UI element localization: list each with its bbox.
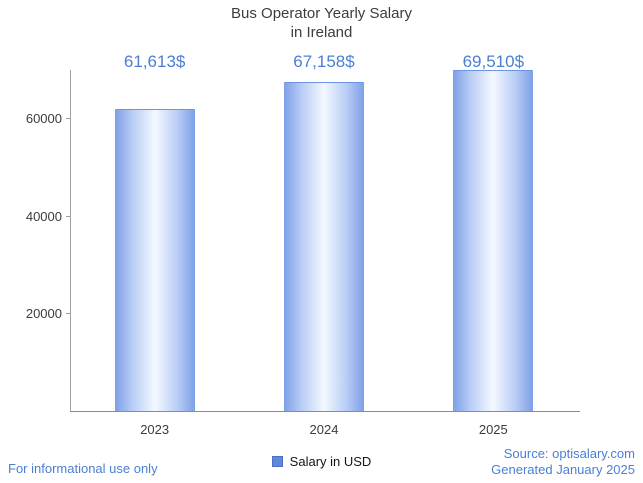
y-tick-label: 60000 bbox=[25, 110, 62, 126]
disclaimer-text: For informational use only bbox=[8, 461, 158, 476]
plot-area: 20000 40000 60000 61,613$ 2023 67,158$ 2024 69… bbox=[26, 50, 580, 437]
chart-title: Bus Operator Yearly Salary in Ireland bbox=[0, 5, 643, 43]
y-tick-mark bbox=[66, 215, 70, 217]
bar-column: 67,158$ 2024 bbox=[283, 50, 364, 437]
source-text: Source: optisalary.com bbox=[503, 445, 635, 461]
y-tick-label: 40000 bbox=[25, 208, 62, 224]
x-axis-label: 2023 bbox=[140, 422, 170, 437]
chart-title-line1: Bus Operator Yearly Salary bbox=[231, 5, 412, 22]
bar-value-label: 61,613$ bbox=[123, 52, 186, 71]
bar bbox=[114, 109, 195, 411]
bars-container: 61,613$ 2023 67,158$ 2024 69,510$ 2025 bbox=[70, 50, 578, 437]
legend-swatch-icon bbox=[271, 456, 283, 467]
y-tick-mark bbox=[66, 117, 70, 119]
x-axis-label: 2024 bbox=[309, 422, 339, 437]
source-block: Source: optisalary.com Generated January… bbox=[491, 446, 635, 479]
y-tick-label: 20000 bbox=[25, 306, 62, 322]
y-tick-mark bbox=[66, 313, 70, 315]
chart-title-line2: in Ireland bbox=[290, 23, 353, 41]
x-axis-label: 2025 bbox=[478, 422, 508, 437]
x-axis bbox=[70, 411, 580, 412]
bar bbox=[283, 82, 364, 411]
generated-text: Generated January 2025 bbox=[491, 461, 635, 477]
bar-column: 61,613$ 2023 bbox=[114, 50, 195, 437]
legend-label: Salary in USD bbox=[289, 454, 372, 469]
y-axis bbox=[70, 70, 71, 412]
bar bbox=[453, 70, 534, 411]
bar-value-label: 69,510$ bbox=[462, 52, 525, 71]
bar-column: 69,510$ 2025 bbox=[453, 50, 534, 437]
legend: Salary in USD bbox=[0, 454, 643, 469]
bar-value-label: 67,158$ bbox=[293, 52, 355, 71]
